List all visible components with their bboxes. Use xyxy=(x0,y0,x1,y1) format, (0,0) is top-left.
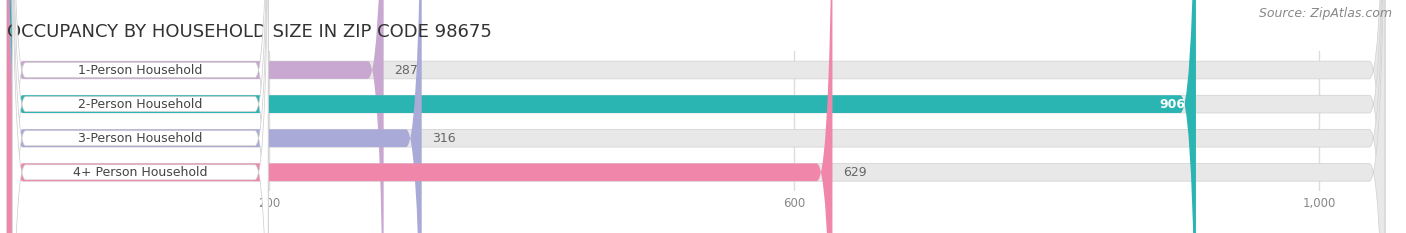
Text: 4+ Person Household: 4+ Person Household xyxy=(73,166,208,179)
FancyBboxPatch shape xyxy=(7,0,1197,233)
Text: 287: 287 xyxy=(394,64,418,76)
Text: 1-Person Household: 1-Person Household xyxy=(79,64,202,76)
FancyBboxPatch shape xyxy=(13,0,269,233)
Text: 3-Person Household: 3-Person Household xyxy=(79,132,202,145)
FancyBboxPatch shape xyxy=(13,0,269,233)
FancyBboxPatch shape xyxy=(7,0,422,233)
Text: 2-Person Household: 2-Person Household xyxy=(79,98,202,111)
FancyBboxPatch shape xyxy=(7,0,832,233)
FancyBboxPatch shape xyxy=(7,0,1385,233)
Text: Source: ZipAtlas.com: Source: ZipAtlas.com xyxy=(1258,7,1392,20)
Text: 906: 906 xyxy=(1160,98,1185,111)
Text: 629: 629 xyxy=(844,166,866,179)
FancyBboxPatch shape xyxy=(7,0,1385,233)
FancyBboxPatch shape xyxy=(7,0,384,233)
Text: OCCUPANCY BY HOUSEHOLD SIZE IN ZIP CODE 98675: OCCUPANCY BY HOUSEHOLD SIZE IN ZIP CODE … xyxy=(7,23,492,41)
FancyBboxPatch shape xyxy=(13,0,269,233)
FancyBboxPatch shape xyxy=(7,0,1385,233)
FancyBboxPatch shape xyxy=(7,0,1385,233)
FancyBboxPatch shape xyxy=(13,0,269,233)
Text: 316: 316 xyxy=(432,132,456,145)
